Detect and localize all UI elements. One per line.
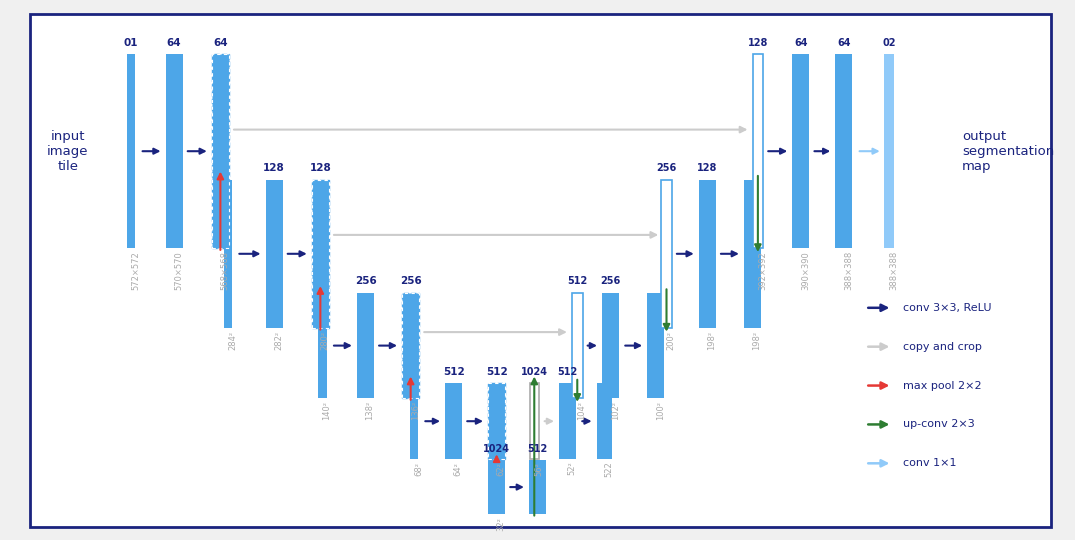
Bar xyxy=(312,179,329,328)
Text: 200²: 200² xyxy=(666,330,675,350)
Bar xyxy=(212,54,229,248)
Text: 64²: 64² xyxy=(454,462,462,476)
Text: 64: 64 xyxy=(794,37,807,48)
Text: input
image
tile: input image tile xyxy=(47,130,88,173)
Text: 392×392: 392×392 xyxy=(758,251,766,290)
Text: output
segmentation
map: output segmentation map xyxy=(962,130,1055,173)
Text: 32²: 32² xyxy=(497,517,505,531)
Text: 52²: 52² xyxy=(568,462,576,475)
Text: 284²: 284² xyxy=(228,330,236,350)
Bar xyxy=(224,179,232,328)
Text: 128: 128 xyxy=(748,37,768,48)
Text: 64: 64 xyxy=(167,37,182,48)
Text: max pool 2×2: max pool 2×2 xyxy=(903,381,981,390)
Text: conv 1×1: conv 1×1 xyxy=(903,458,957,468)
Bar xyxy=(488,460,505,514)
Bar xyxy=(884,54,894,248)
Text: 64: 64 xyxy=(213,37,228,48)
Bar xyxy=(559,383,576,459)
Text: 198²: 198² xyxy=(707,330,716,350)
Bar xyxy=(647,293,664,399)
Bar xyxy=(402,293,419,399)
Text: 198²: 198² xyxy=(752,330,761,350)
Text: 388×388: 388×388 xyxy=(844,251,852,291)
Bar xyxy=(792,54,809,248)
Bar xyxy=(530,383,539,459)
Bar xyxy=(488,383,505,459)
Bar xyxy=(318,293,327,399)
Text: 62²: 62² xyxy=(497,462,505,476)
Bar xyxy=(266,179,283,328)
Text: 280²: 280² xyxy=(320,330,329,350)
Bar xyxy=(597,383,612,459)
Text: 140²: 140² xyxy=(322,401,331,420)
Bar xyxy=(357,293,374,399)
Text: 256: 256 xyxy=(355,276,376,286)
Text: 138²: 138² xyxy=(366,401,374,420)
Text: 570×570: 570×570 xyxy=(174,251,183,290)
Text: conv 3×3, ReLU: conv 3×3, ReLU xyxy=(903,303,991,313)
Bar xyxy=(572,293,583,399)
Bar xyxy=(835,54,852,248)
Text: 572×572: 572×572 xyxy=(131,251,140,290)
Text: 282²: 282² xyxy=(274,330,283,350)
Text: 512: 512 xyxy=(528,443,547,454)
Bar xyxy=(402,293,419,399)
Bar xyxy=(529,460,546,514)
Text: 128: 128 xyxy=(263,163,285,173)
Bar xyxy=(166,54,183,248)
Text: 256: 256 xyxy=(400,276,421,286)
Text: 128: 128 xyxy=(310,163,331,173)
Text: up-conv 2×3: up-conv 2×3 xyxy=(903,420,975,429)
Text: 64: 64 xyxy=(837,37,850,48)
Text: 388×388: 388×388 xyxy=(889,251,898,291)
Bar xyxy=(699,179,716,328)
Text: 1024: 1024 xyxy=(483,443,511,454)
Bar xyxy=(752,54,763,248)
Text: 256: 256 xyxy=(657,163,676,173)
Text: 522: 522 xyxy=(604,462,613,477)
Bar xyxy=(312,179,329,328)
Bar xyxy=(410,383,418,459)
Bar xyxy=(602,293,619,399)
Text: 104²: 104² xyxy=(577,401,586,420)
Bar xyxy=(488,383,505,459)
Text: 128: 128 xyxy=(698,163,717,173)
Text: 01: 01 xyxy=(124,37,139,48)
Text: 56²: 56² xyxy=(534,462,543,476)
Text: 512: 512 xyxy=(558,367,577,377)
Text: 102²: 102² xyxy=(611,401,619,420)
Bar xyxy=(212,54,229,248)
Bar xyxy=(445,383,462,459)
Bar xyxy=(661,179,672,328)
Text: 512: 512 xyxy=(443,367,464,377)
Text: copy and crop: copy and crop xyxy=(903,342,981,352)
Text: 568×568: 568×568 xyxy=(220,251,229,290)
Text: 100²: 100² xyxy=(656,401,664,420)
Text: 512: 512 xyxy=(486,367,507,377)
Text: 02: 02 xyxy=(883,37,895,48)
Text: 1024: 1024 xyxy=(520,367,548,377)
Text: 136²: 136² xyxy=(411,401,419,420)
Bar xyxy=(127,54,135,248)
Text: 256: 256 xyxy=(601,276,620,286)
Bar xyxy=(744,179,761,328)
Text: 390×390: 390×390 xyxy=(801,251,809,290)
Text: 512: 512 xyxy=(568,276,587,286)
Text: 68²: 68² xyxy=(414,462,422,476)
